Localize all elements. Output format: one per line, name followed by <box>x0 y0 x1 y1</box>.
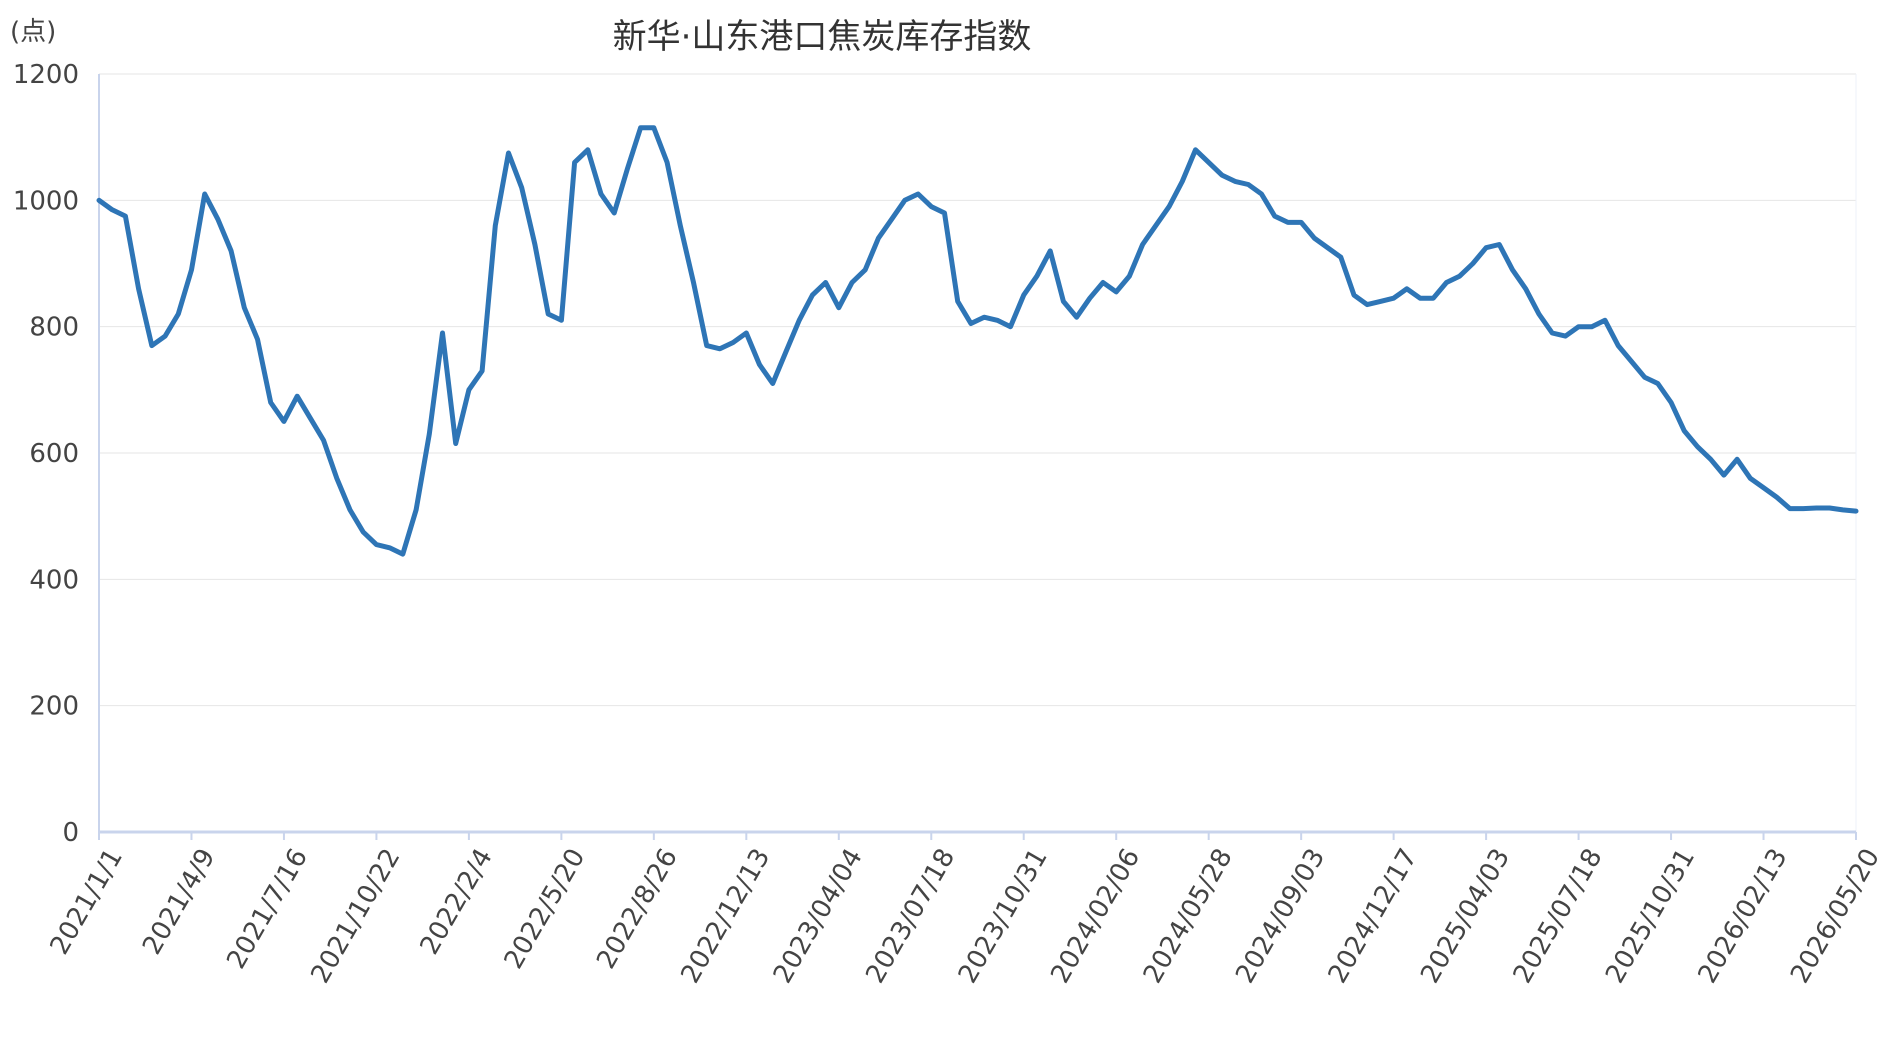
line <box>96 125 1859 557</box>
y-unit: (点) <box>10 17 56 47</box>
x-tick-label: 2024/09/03 <box>1230 844 1331 989</box>
x-tick-label: 2026/02/13 <box>1693 844 1794 989</box>
x-tick-label: 2026/05/20 <box>1785 844 1884 989</box>
x-tick-label: 2022/2/4 <box>415 844 499 960</box>
y-tick-label: 1200 <box>13 60 79 90</box>
x-tick-label: 2024/02/06 <box>1045 844 1146 989</box>
x-tick-label: 2023/04/04 <box>768 844 869 989</box>
x-tick-label: 2024/12/17 <box>1323 844 1424 989</box>
x-tick-label: 2025/07/18 <box>1508 844 1609 989</box>
x-tick-label: 2021/4/9 <box>137 844 221 960</box>
x-tick-label: 2025/10/31 <box>1600 844 1701 989</box>
x-tick-label: 2023/07/18 <box>860 844 961 989</box>
x-tick-label: 2021/7/16 <box>221 844 314 974</box>
y-tick-label: 0 <box>62 818 79 848</box>
chart-title: 新华·山东港口焦炭库存指数 <box>613 17 1032 57</box>
x-tick-label: 2022/12/13 <box>675 844 776 989</box>
y-tick-label: 800 <box>29 313 79 343</box>
x-tick-label: 2025/04/03 <box>1415 844 1516 989</box>
x-tick-label: 2021/1/1 <box>45 844 129 960</box>
x-tick-label: 2021/10/22 <box>306 844 407 989</box>
x-tick-label: 2024/05/28 <box>1138 844 1239 989</box>
x-tick-label: 2022/5/20 <box>499 844 592 974</box>
y-tick-label: 1000 <box>13 186 79 216</box>
x-tick-label: 2023/10/31 <box>953 844 1054 989</box>
x-tick-label: 2022/8/26 <box>591 844 684 974</box>
y-tick-label: 200 <box>29 692 79 722</box>
y-tick-label: 400 <box>29 565 79 595</box>
y-tick-label: 600 <box>29 439 79 469</box>
